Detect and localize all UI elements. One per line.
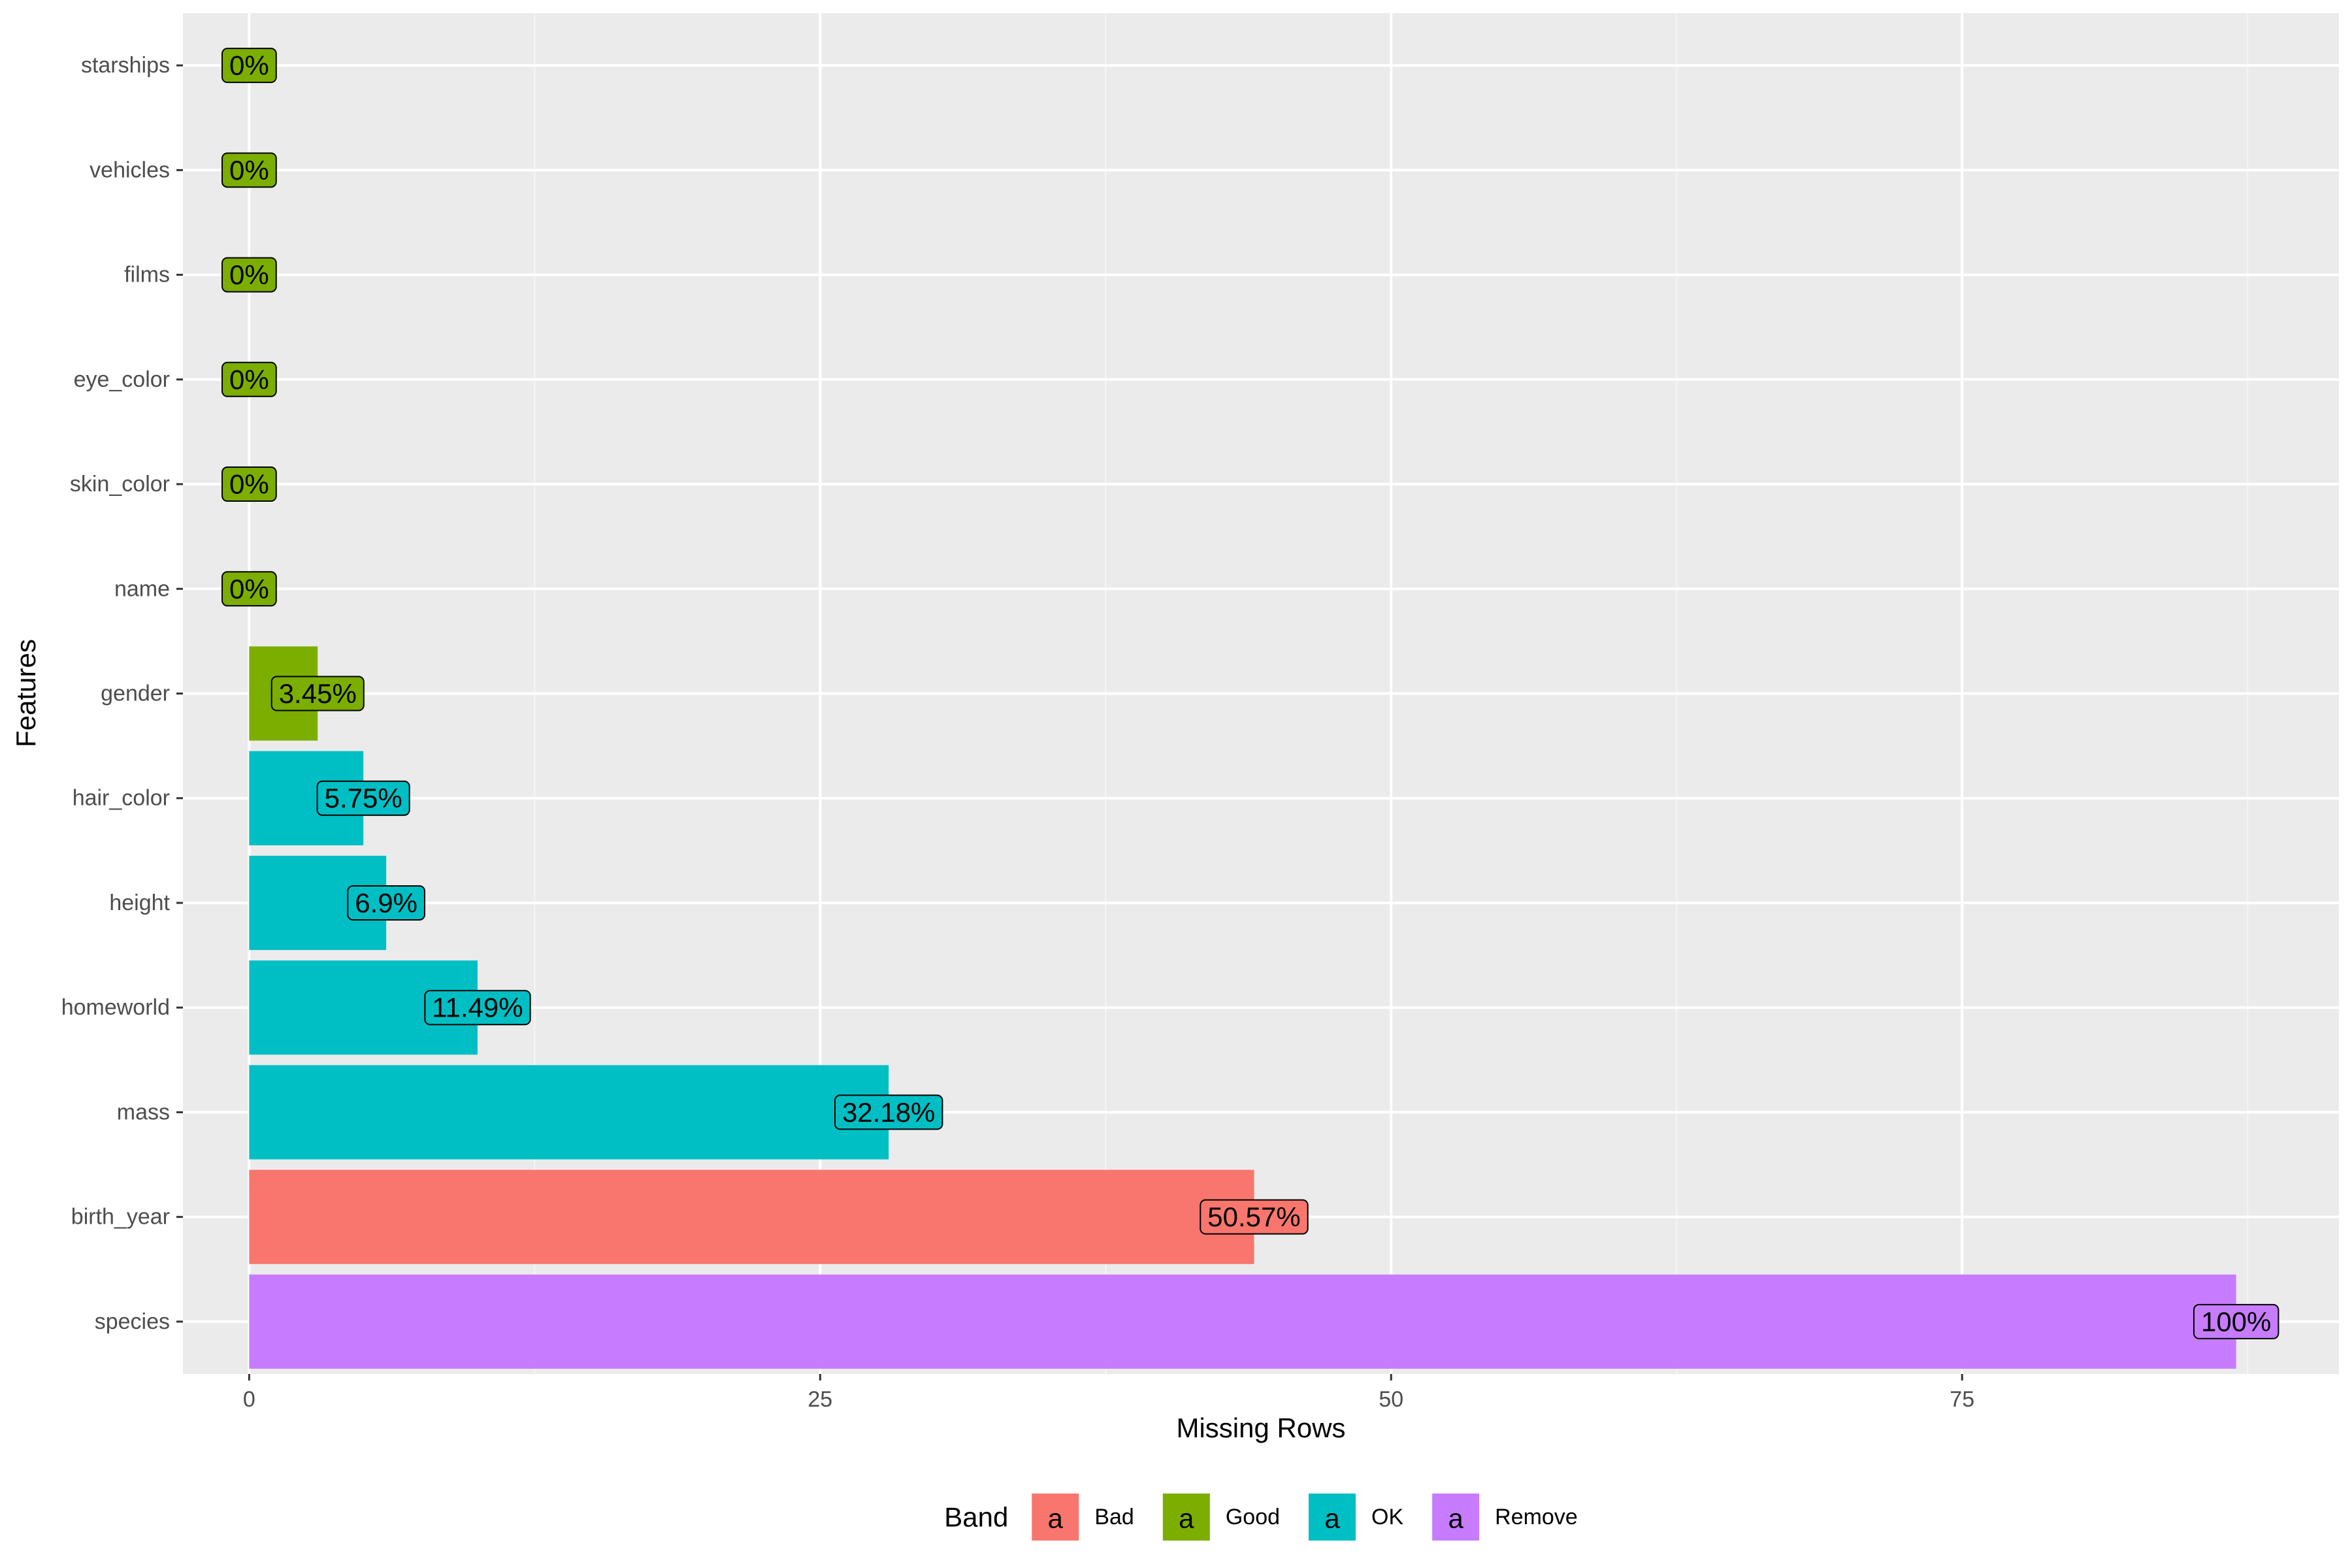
data-label-text: 50.57% [1207,1201,1300,1232]
data-label-box [1200,1199,1309,1235]
data-label-box [347,885,425,921]
y-tick-label: homeworld [61,995,170,1020]
data-label: 0% [221,571,277,607]
data-label-text: 100% [2201,1306,2271,1337]
data-label-text: 6.9% [355,887,417,918]
x-tick-label: 0 [243,1387,255,1412]
legend-key-swatch [1432,1494,1480,1541]
legend: Band a Bad a Good a OK a Remove [944,1494,1578,1541]
data-label-text: 0% [229,469,269,500]
data-label-box [2193,1303,2279,1339]
y-tick-label: films [124,263,170,287]
y-tick-label: birth_year [71,1205,170,1230]
data-label-box [221,571,277,607]
x-tick-label: 50 [1379,1387,1403,1412]
data-label-box [221,48,277,84]
legend-key-swatch [1032,1494,1079,1541]
data-label: 0% [221,152,277,188]
legend-label: Bad [1094,1505,1134,1529]
legend-label: Good [1226,1505,1280,1529]
bars [249,646,2236,1369]
legend-title: Band [944,1502,1008,1533]
legend-label: OK [1371,1505,1403,1529]
data-label-text: 0% [229,155,269,186]
legend-key-glyph: a [1448,1503,1463,1534]
bar [249,1169,1254,1264]
data-label-text: 3.45% [279,678,357,709]
data-label-text: 32.18% [842,1097,935,1128]
legend-key-swatch [1162,1494,1210,1541]
x-tick-label: 75 [1950,1387,1974,1412]
legend-key: a [1032,1494,1079,1541]
data-label-box [424,990,531,1026]
legend-key: a [1309,1494,1356,1541]
legend-key-glyph: a [1324,1503,1340,1534]
y-tick-label: vehicles [90,157,170,182]
data-label-text: 0% [229,259,269,290]
legend-key-swatch [1309,1494,1356,1541]
data-label-text: 0% [229,574,269,604]
data-label-box [221,361,277,397]
data-label-text: 5.75% [325,783,402,813]
y-tick-label: eye_color [74,367,170,392]
data-label-box [834,1094,943,1130]
data-label-text: 11.49% [432,992,523,1023]
legend-key-glyph: a [1048,1503,1064,1534]
data-label: 0% [221,48,277,84]
y-tick-label: height [109,890,170,915]
data-label: 6.9% [347,885,425,921]
y-tick-label: hair_color [73,786,170,811]
y-axis: species birth_year mass homeworld height hair… [61,53,183,1334]
data-label: 0% [221,361,277,397]
legend-key: a [1432,1494,1480,1541]
legend-key: a [1162,1494,1210,1541]
data-label: 50.57% [1200,1199,1309,1235]
y-tick-label: starships [81,53,170,78]
y-tick-label: skin_color [70,472,170,497]
data-label-box [270,676,365,711]
data-label-box [221,152,277,188]
bar [249,1065,889,1160]
y-tick-label: name [114,576,170,601]
legend-label: Remove [1495,1505,1578,1529]
y-tick-label: mass [117,1100,170,1124]
data-labels: 100% 50.57% 32.18% 11.49% 6.9% 5.75% 3.45% 0% 0%… [221,48,2279,1339]
y-tick-label: species [95,1309,170,1334]
data-label-text: 0% [229,50,269,81]
y-axis-title: Features [10,639,41,747]
data-label: 32.18% [834,1094,943,1130]
data-label-box [221,466,277,502]
x-axis: 0 25 50 75 [243,1374,1974,1412]
data-label: 0% [221,466,277,502]
data-label: 5.75% [316,780,410,816]
legend-key-glyph: a [1179,1503,1194,1534]
data-label: 100% [2193,1303,2279,1339]
data-label: 3.45% [270,676,365,711]
data-label-text: 0% [229,364,269,395]
data-label-box [316,780,410,816]
x-tick-label: 25 [808,1387,832,1412]
data-label-box [221,257,277,293]
x-axis-title: Missing Rows [1176,1413,1345,1443]
bar [249,1274,2236,1369]
data-label: 11.49% [424,990,531,1026]
y-tick-label: gender [101,681,170,706]
data-label: 0% [221,257,277,293]
